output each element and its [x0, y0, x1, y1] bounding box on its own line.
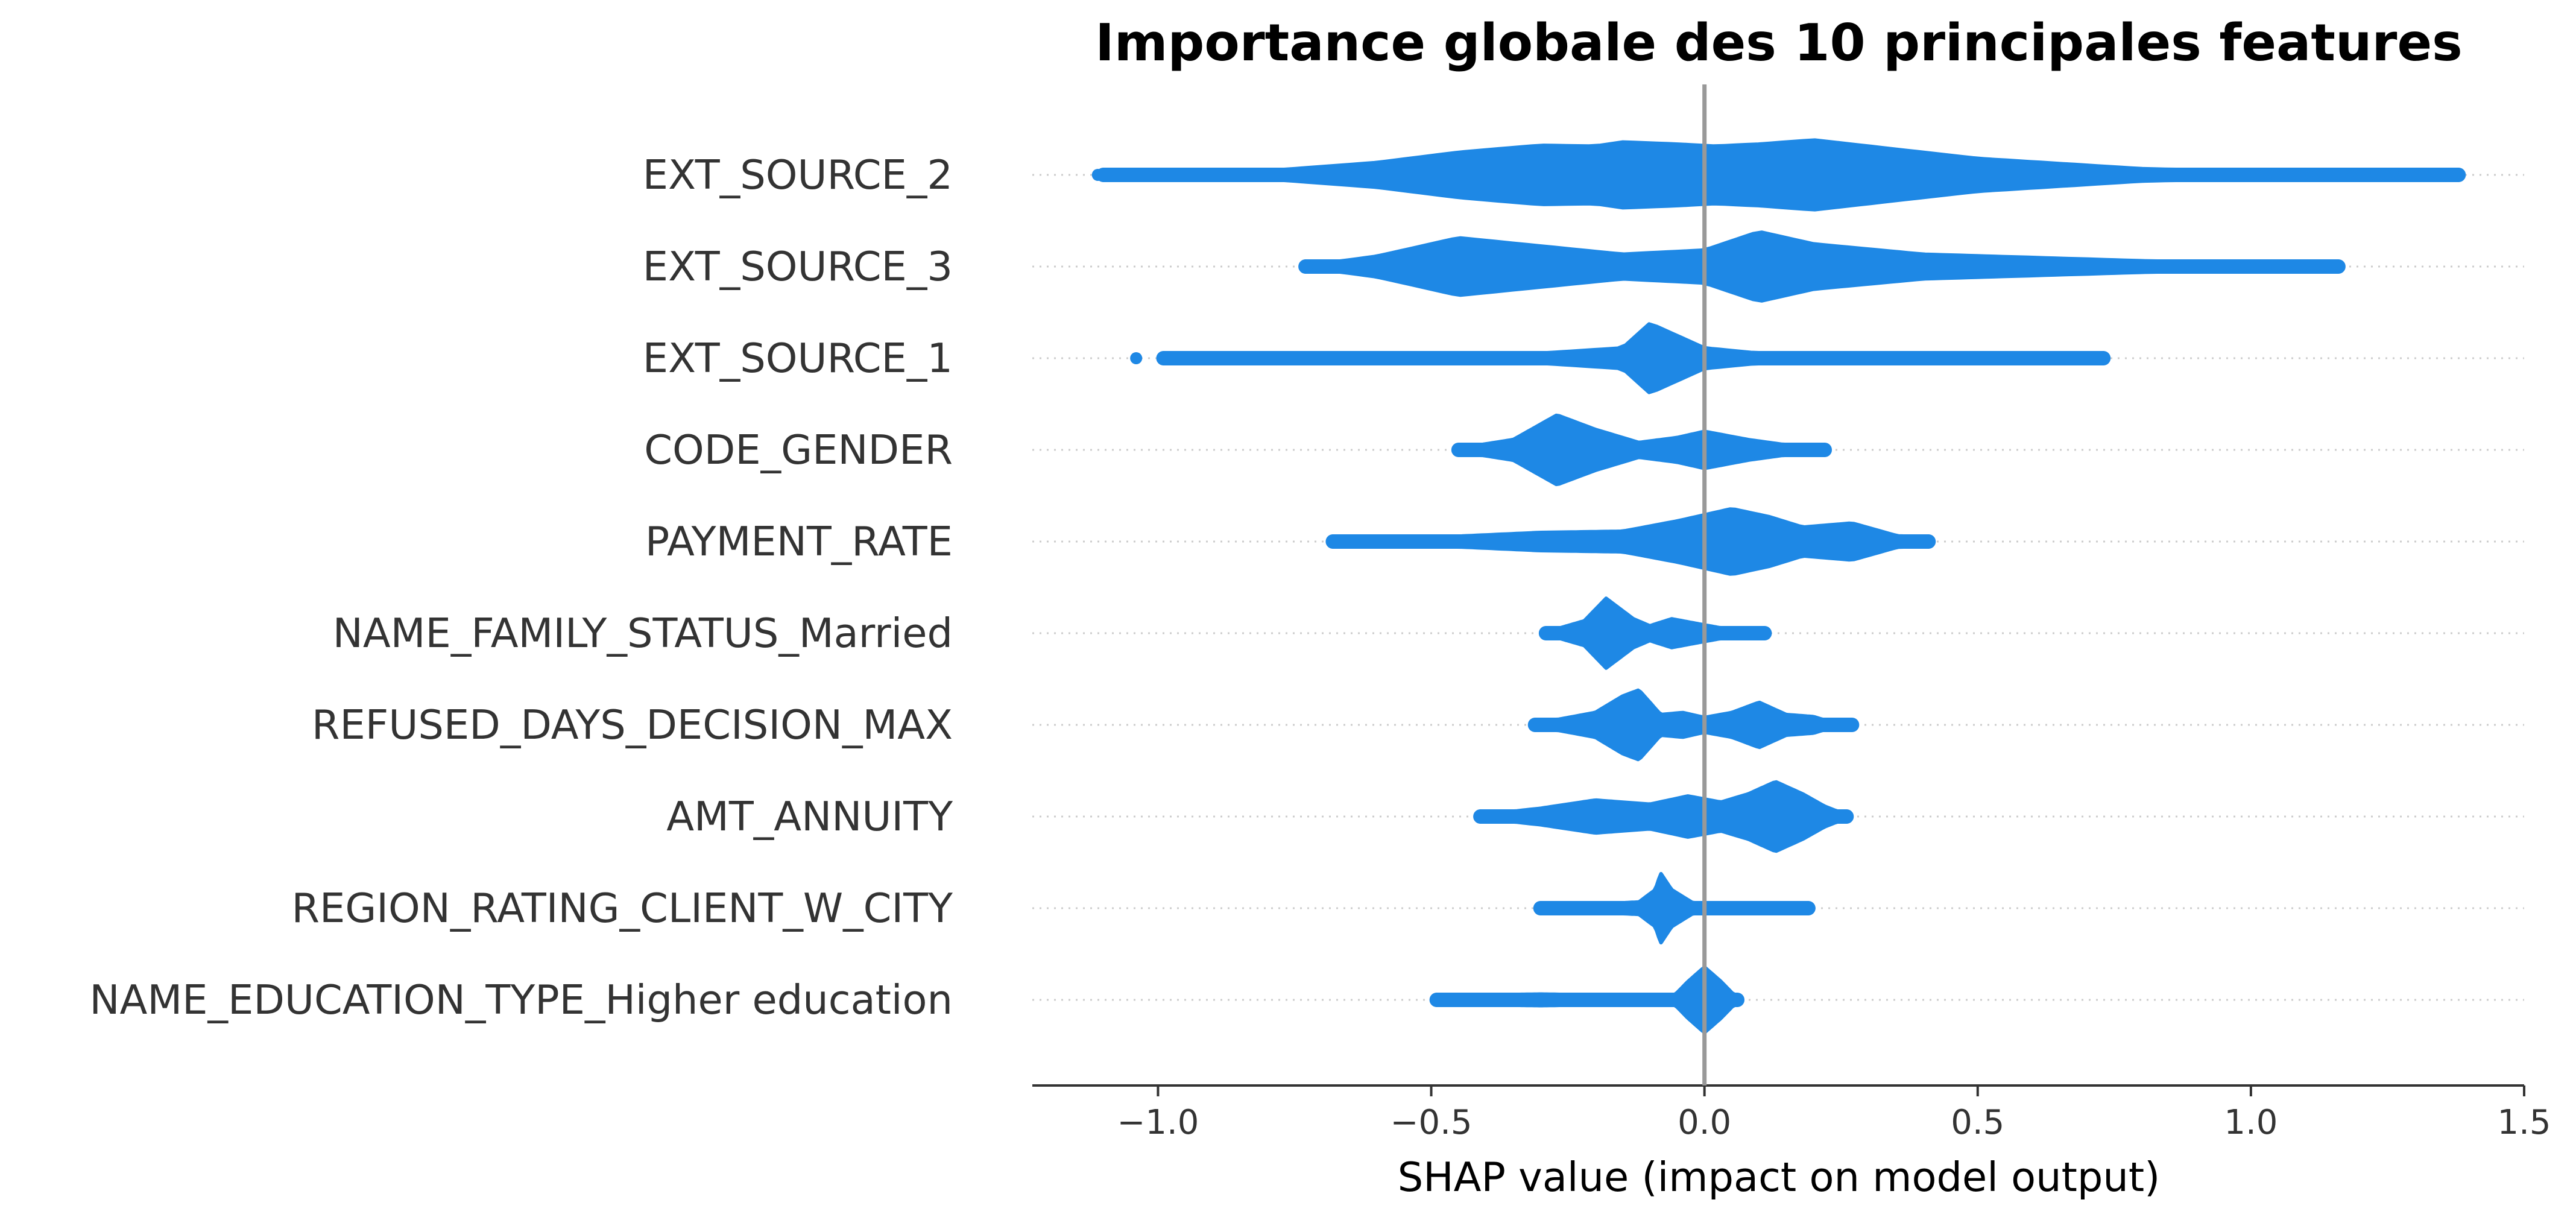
x-tick-label: 0.0 [1678, 1103, 1731, 1142]
swarm-code_gender [1456, 413, 1826, 487]
feature-label: CODE_GENDER [644, 426, 953, 473]
outlier-point [2332, 261, 2344, 273]
feature-label: EXT_SOURCE_3 [643, 243, 953, 290]
swarm-amt_annuity [1479, 780, 1849, 853]
swarm-point [1817, 443, 1833, 457]
swarm-point [1156, 351, 1171, 365]
beeswarm-points [1091, 138, 2466, 1035]
x-axis: −1.0 −0.5 0.0 0.5 1.0 1.5 [1032, 1084, 2551, 1142]
x-axis-label: SHAP value (impact on model output) [1398, 1154, 2161, 1201]
swarm-refused_days_decision_max [1533, 688, 1854, 762]
swarm-ext_source_2 [1101, 138, 2461, 212]
feature-label: REGION_RATING_CLIENT_W_CITY [291, 885, 953, 932]
x-tick-label: −1.0 [1117, 1103, 1199, 1142]
outlier-point [1130, 352, 1143, 364]
swarm-region_rating_client_w_city [1538, 871, 1810, 945]
swarm-point [1533, 901, 1548, 915]
outlier-point [2059, 352, 2071, 364]
feature-label: AMT_ANNUITY [666, 793, 953, 840]
feature-label: PAYMENT_RATE [645, 518, 953, 565]
outlier-point [2431, 169, 2443, 181]
outlier-point [1119, 169, 1132, 181]
outlier-point [2097, 352, 2110, 364]
swarm-point [1839, 809, 1854, 824]
swarm-point [1325, 534, 1340, 549]
feature-label: EXT_SOURCE_2 [643, 151, 953, 198]
outlier-point [1091, 169, 1104, 181]
swarm-point [1473, 809, 1488, 824]
outlier-point [2075, 352, 2088, 364]
outlier-point [2086, 352, 2099, 364]
swarm-point [1527, 718, 1542, 732]
swarm-payment_rate [1331, 507, 1931, 576]
outlier-point [1922, 536, 1935, 548]
x-tick-label: 1.0 [2224, 1103, 2278, 1142]
x-tick-label: 1.5 [2497, 1103, 2551, 1142]
feature-label: EXT_SOURCE_1 [643, 335, 953, 382]
feature-label: NAME_EDUCATION_TYPE_Higher education [89, 976, 953, 1023]
swarm-point [1730, 993, 1745, 1007]
swarm-point [1298, 259, 1313, 274]
x-tick-label: −0.5 [1391, 1103, 1473, 1142]
outlier-point [2042, 352, 2055, 364]
feature-label: REFUSED_DAYS_DECISION_MAX [312, 701, 953, 748]
swarm-point [1801, 901, 1816, 915]
feature-label: NAME_FAMILY_STATUS_Married [333, 610, 953, 657]
outlier-point [2452, 169, 2465, 181]
feature-labels: EXT_SOURCE_2 EXT_SOURCE_3 EXT_SOURCE_1 CODE… [89, 151, 953, 1023]
x-tick-label: 0.5 [1951, 1103, 2004, 1142]
swarm-point [1757, 626, 1772, 640]
swarm-ext_source_3 [1304, 230, 2340, 303]
swarm-name_education_type_higher education [1435, 965, 1739, 1035]
swarm-point [1429, 993, 1444, 1007]
swarm-point [1538, 626, 1553, 640]
swarm-point [1451, 443, 1466, 457]
chart-title: Importance globale des 10 principales fe… [1095, 13, 2462, 73]
swarm-ext_source_1 [1161, 322, 2106, 394]
outlier-point [1846, 719, 1858, 731]
swarm-name_family_status_married [1544, 596, 1767, 670]
